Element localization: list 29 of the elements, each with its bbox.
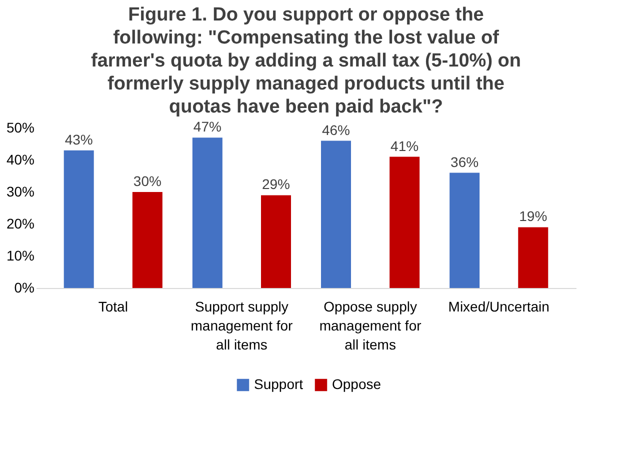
legend-label: Support — [254, 376, 304, 392]
data-label: 30% — [133, 173, 162, 189]
y-tick-label: 0% — [14, 280, 34, 296]
bar — [321, 140, 351, 288]
legend-label: Oppose — [332, 376, 382, 392]
y-tick-label: 20% — [6, 216, 34, 232]
data-label: 36% — [450, 154, 479, 170]
bar — [64, 150, 94, 288]
data-label: 47% — [193, 118, 222, 135]
bar — [390, 156, 420, 288]
data-label: 29% — [262, 176, 290, 192]
x-tick-label: Oppose supply management for all items — [319, 298, 422, 352]
data-label: 19% — [519, 208, 548, 224]
x-tick-label: Total — [98, 298, 128, 314]
y-tick-label: 40% — [6, 152, 34, 168]
data-label: 41% — [390, 138, 419, 154]
y-tick-label: 10% — [6, 248, 34, 264]
bar — [261, 195, 291, 288]
chart-title: Figure 1. Do you support or oppose the following: "Compensating the lost value of farmer's quota by adding a small tax (5-10%) on formerly supply managed products until the quotas have been paid back"? — [90, 4, 522, 118]
x-tick-label: Mixed/Uncertain — [448, 298, 550, 314]
y-tick-label: 50% — [6, 120, 34, 136]
bar — [518, 227, 548, 288]
bar — [192, 138, 222, 288]
data-label: 46% — [322, 122, 350, 138]
data-label: 43% — [64, 131, 93, 148]
x-tick-label: Support supply management for all items — [190, 298, 294, 352]
bar — [450, 172, 480, 288]
y-tick-label: 30% — [6, 184, 34, 200]
bar — [132, 192, 162, 288]
